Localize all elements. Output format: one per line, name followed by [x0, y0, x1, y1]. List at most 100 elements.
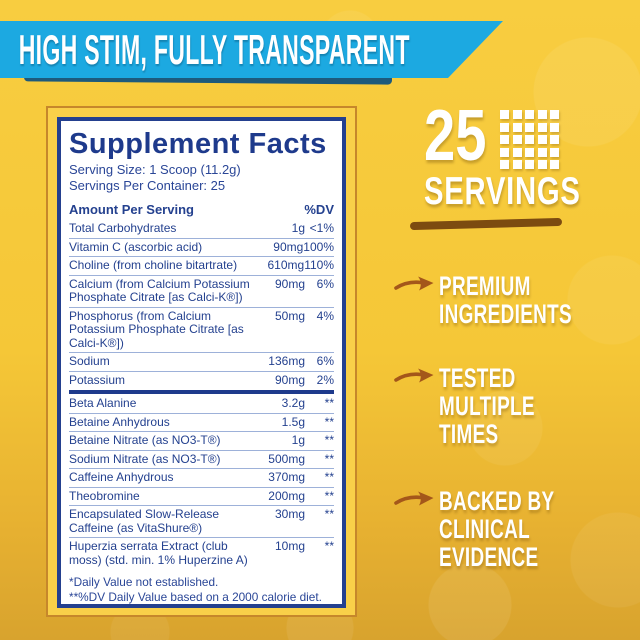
- ingredient-rows: Total Carbohydrates 1g <1% Vitamin C (ascor…: [69, 220, 334, 569]
- ingredient-dv: **: [324, 414, 334, 429]
- ingredient-dv: 2%: [316, 372, 334, 387]
- arrow-icon: [394, 488, 434, 510]
- serving-cell: [512, 147, 522, 157]
- footnotes: *Daily Value not established. **%DV Dail…: [69, 574, 334, 605]
- ingredient-row: Betaine Nitrate (as NO3-T®) 1g **: [69, 431, 334, 450]
- serving-cell: [537, 147, 547, 157]
- ingredient-dv: **: [324, 396, 334, 410]
- ingredient-name: Caffeine Anhydrous: [69, 470, 174, 484]
- ingredient-dv: **: [324, 451, 334, 466]
- servings-number: 25: [424, 96, 487, 176]
- feature-line: EVIDENCE: [439, 542, 539, 572]
- footnote-dv-not-established: *Daily Value not established.: [69, 575, 219, 589]
- ingredient-name: Potassium: [69, 372, 126, 387]
- ingredient-amount: 3.2g: [281, 396, 305, 410]
- serving-cell: [537, 110, 547, 119]
- serving-cell: [550, 147, 559, 157]
- banner-title: HIGH STIM, FULLY TRANSPARENT: [18, 26, 410, 73]
- ingredient-name: Choline (from choline bitartrate): [69, 258, 238, 272]
- ingredient-row: Phosphorus (from Calcium Potassium Phosp…: [69, 306, 334, 353]
- ingredient-row: Sodium 136mg 6%: [69, 352, 334, 371]
- feature-line: TIMES: [439, 419, 499, 449]
- ingredient-amount: 370mg: [268, 470, 305, 484]
- serving-cell: [525, 122, 534, 132]
- ingredient-amount: 610mg: [267, 258, 305, 272]
- ingredient-amount: 90mg: [273, 239, 304, 254]
- feature-text: PREMIUM INGREDIENTS: [439, 272, 572, 328]
- arrow-right-icon: [394, 368, 434, 383]
- feature-line: CLINICAL: [439, 514, 530, 544]
- supplement-facts-panel: Supplement Facts Serving Size: 1 Scoop (…: [57, 117, 346, 608]
- servings-per-container: Servings Per Container: 25: [69, 178, 226, 193]
- feature-line: TESTED: [439, 363, 516, 393]
- dv-label: %DV: [304, 202, 334, 217]
- arrow-icon: [394, 273, 434, 295]
- arrow-right-icon: [394, 491, 434, 506]
- ingredient-dv: 100%: [303, 239, 334, 254]
- ingredient-row: Caffeine Anhydrous 370mg **: [69, 468, 334, 487]
- ingredient-row: Sodium Nitrate (as NO3-T®) 500mg **: [69, 449, 334, 469]
- ingredient-name: Sodium: [69, 354, 110, 368]
- ingredient-name: Encapsulated Slow-Release Caffeine (as V…: [69, 507, 220, 535]
- ingredient-row: Total Carbohydrates 1g <1%: [69, 220, 334, 238]
- serving-cell: [512, 122, 522, 132]
- ingredient-dv: **: [324, 488, 334, 503]
- ingredient-name: Theobromine: [69, 488, 140, 503]
- ingredient-amount: 200mg: [268, 488, 305, 503]
- facts-title: Supplement Facts: [69, 128, 327, 160]
- ingredient-amount: 50mg: [274, 308, 305, 323]
- brush-underline: [409, 217, 563, 231]
- serving-cell: [525, 147, 534, 157]
- ingredient-name: Huperzia serrata Extract (club moss) (st…: [69, 539, 248, 567]
- ingredient-dv: 6%: [316, 276, 334, 291]
- servings-callout: 25 SERVINGS: [409, 96, 594, 231]
- facts-column-header: Amount Per Serving %DV: [69, 200, 334, 219]
- serving-cell: [512, 135, 522, 144]
- ingredient-dv: 6%: [316, 354, 334, 368]
- ingredient-amount: 1g: [291, 433, 305, 447]
- ingredient-amount: 500mg: [268, 451, 305, 466]
- servings-grid-icon: [500, 110, 559, 169]
- ingredient-row: Calcium (from Calcium Potassium Phosphat…: [69, 274, 334, 307]
- ingredient-name: Sodium Nitrate (as NO3-T®): [69, 451, 221, 466]
- serving-cell: [537, 122, 547, 132]
- serving-cell: [525, 135, 534, 144]
- ingredient-dv: **: [324, 433, 334, 447]
- serving-cell: [550, 110, 559, 119]
- feature-text: BACKED BY CLINICAL EVIDENCE: [439, 487, 555, 571]
- ingredient-row: Choline (from choline bitartrate) 610mg 11…: [69, 256, 334, 275]
- serving-cell: [525, 160, 534, 169]
- ingredient-name: Total Carbohydrates: [69, 221, 177, 235]
- ingredient-amount: 90mg: [274, 372, 305, 387]
- supplement-label-card: Supplement Facts Serving Size: 1 Scoop (…: [46, 106, 357, 617]
- ingredient-dv: 4%: [316, 308, 334, 323]
- ingredient-row: Huperzia serrata Extract (club moss) (st…: [69, 537, 334, 569]
- thick-rule: [69, 390, 334, 394]
- serving-cell: [537, 160, 547, 169]
- banner-ribbon: HIGH STIM, FULLY TRANSPARENT: [0, 21, 503, 78]
- ingredient-dv: **: [324, 470, 334, 484]
- ingredient-name: Phosphorus (from Calcium Potassium Phosp…: [69, 308, 244, 350]
- amount-per-serving-label: Amount Per Serving: [69, 202, 194, 217]
- serving-cell: [500, 110, 509, 119]
- serving-cell: [500, 135, 509, 144]
- ingredient-row: Encapsulated Slow-Release Caffeine (as V…: [69, 505, 334, 537]
- ingredient-name: Betaine Anhydrous: [69, 414, 170, 429]
- serving-cell: [550, 160, 559, 169]
- ingredient-dv: <1%: [309, 221, 334, 235]
- ingredient-dv: 110%: [304, 258, 334, 272]
- serving-cell: [550, 135, 559, 144]
- ingredient-name: Beta Alanine: [69, 396, 137, 410]
- serving-size: Serving Size: 1 Scoop (11.2g): [69, 162, 241, 177]
- ingredient-row: Vitamin C (ascorbic acid) 90mg 100%: [69, 237, 334, 257]
- ingredient-name: Calcium (from Calcium Potassium Phosphat…: [69, 276, 250, 304]
- feature-line: BACKED BY: [439, 486, 555, 516]
- ingredient-amount: 1g: [291, 221, 305, 235]
- serving-cell: [500, 160, 509, 169]
- feature-line: INGREDIENTS: [439, 299, 573, 329]
- serving-cell: [537, 135, 547, 144]
- ingredient-dv: **: [324, 539, 334, 553]
- feature-line: MULTIPLE: [439, 391, 535, 421]
- feature-item: BACKED BY CLINICAL EVIDENCE: [394, 487, 604, 571]
